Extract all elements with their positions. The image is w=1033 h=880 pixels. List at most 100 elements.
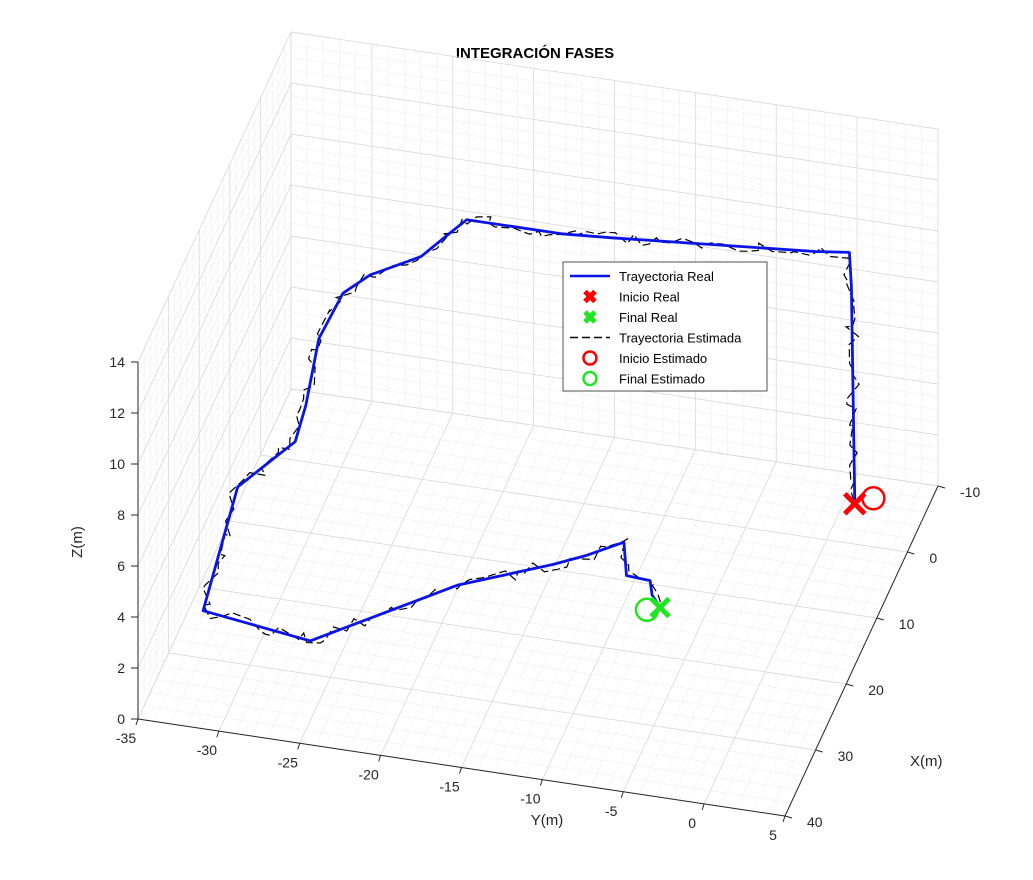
y-tick-label: -30 xyxy=(197,742,217,758)
floor-grid-line xyxy=(235,507,883,606)
sidewall-grid-line xyxy=(137,121,292,452)
backwall-grid-line xyxy=(290,57,939,155)
floor-grid-line xyxy=(671,468,826,800)
y-tick-label: -35 xyxy=(116,730,136,746)
floor-grid-line xyxy=(272,428,920,526)
tick-labels: -35 -30 -25 -20 -15 -10 -5 0 5 -10 0 10 20 30 40 0 2 4 6 8 1… xyxy=(109,354,980,843)
floor-grid-line xyxy=(168,652,816,751)
sidewall-grid-line xyxy=(137,210,292,541)
backwall-grid-line xyxy=(290,376,939,474)
floor-grid-line xyxy=(558,451,712,783)
floor-grid-line xyxy=(162,665,810,764)
legend-label: Trayectoria Real xyxy=(619,269,714,284)
floor-grid-line xyxy=(445,434,599,766)
x-axis-line xyxy=(784,485,939,817)
z-tick-label: 0 xyxy=(117,711,125,727)
series-group xyxy=(201,216,860,644)
y-tick-mark xyxy=(378,755,382,762)
floor-grid-line xyxy=(144,705,792,804)
sidewall-grid-line xyxy=(137,223,292,554)
legend-symbol-x-stroke xyxy=(583,310,597,324)
floor-grid-line xyxy=(703,473,858,805)
floor-grid-line xyxy=(412,430,567,761)
backwall-grid-line xyxy=(290,108,939,206)
x-tick-label: 30 xyxy=(838,748,854,764)
chart-title: INTEGRACIÓN FASES xyxy=(456,44,614,62)
x-axis-label: X(m) xyxy=(910,753,943,770)
backwall-grid-line xyxy=(290,197,939,295)
floor-grid-line xyxy=(428,432,583,763)
y-axis-label: Y(m) xyxy=(531,812,564,829)
legend-symbol-x-stroke xyxy=(583,289,597,304)
backwall-grid-line xyxy=(290,159,939,257)
legend-box xyxy=(562,261,768,392)
backwall-grid-line xyxy=(290,184,939,283)
floor-grid-line xyxy=(509,444,664,775)
floor-grid-line xyxy=(655,466,809,797)
floor-grid-line xyxy=(331,417,486,749)
floor-grid-line xyxy=(229,520,877,619)
sidewall-grid-line xyxy=(137,44,292,375)
floor-grid-line xyxy=(590,456,745,788)
floor-grid-line xyxy=(217,547,865,645)
floor-grid-line xyxy=(211,560,859,658)
floor-grid-line xyxy=(687,471,842,802)
marker-final-real xyxy=(649,596,671,619)
floor-grid-line xyxy=(248,481,896,579)
backwall-grid-line xyxy=(290,70,939,168)
floor-grid-line xyxy=(180,626,828,724)
legend-label: Inicio Estimado xyxy=(619,351,707,366)
sidewall-grid-line xyxy=(137,108,292,439)
floor-grid-line xyxy=(156,679,804,777)
legend-label: Final Estimado xyxy=(619,372,705,387)
y-tick-mark xyxy=(459,767,462,774)
floor-grid-line xyxy=(364,422,518,754)
sidewall-grid-line xyxy=(137,376,292,707)
floor-grid-line xyxy=(174,639,822,738)
sidewall-grid-line xyxy=(137,95,292,426)
floor-grid-line xyxy=(278,415,926,513)
marker-inicio-real xyxy=(842,491,867,516)
z-tick-label: 4 xyxy=(117,609,125,625)
sidewall-grid-line xyxy=(137,146,292,477)
backwall-grid-line xyxy=(290,363,939,461)
sidewall-grid-line xyxy=(137,184,292,516)
floor-grid-line xyxy=(348,420,502,751)
legend-symbol-x xyxy=(583,289,597,304)
floor-grid-line xyxy=(639,464,793,795)
floor-grid-line xyxy=(541,449,696,780)
x-tick-mark xyxy=(784,815,793,819)
sidewall-grid-line xyxy=(137,337,292,669)
backwall-grid-line xyxy=(290,146,939,244)
floor-grid-line xyxy=(606,459,761,790)
x-tick-mark xyxy=(907,551,915,555)
floor-grid-line xyxy=(380,425,535,756)
floor-grid-line xyxy=(218,400,373,732)
sidewall-grid-line xyxy=(137,286,292,618)
floor-grid-line xyxy=(199,586,847,685)
floor-grid-line xyxy=(396,427,551,758)
floor-grid-line xyxy=(205,573,853,672)
sidewall-grid-line xyxy=(137,235,292,567)
marker-final-real-stroke xyxy=(649,596,671,619)
backwall-grid-line xyxy=(290,44,939,142)
sidewall-grid-line xyxy=(137,261,292,592)
y-tick-mark xyxy=(539,779,543,786)
floor-grid-line xyxy=(477,439,631,771)
sidewall-grid-line xyxy=(137,31,292,363)
floor-grid-line xyxy=(186,613,834,711)
markers-group xyxy=(634,486,886,623)
y-tick-label: -5 xyxy=(605,803,618,819)
backwall-grid-line xyxy=(290,31,939,130)
floor-grid-line xyxy=(720,476,874,807)
floor-grid-line xyxy=(461,437,615,768)
z-tick-label: 8 xyxy=(117,507,125,523)
sidewall-grid-line xyxy=(137,82,292,414)
floor-grid-line xyxy=(266,441,914,540)
floor-grid-line xyxy=(525,447,680,778)
x-tick-label: 0 xyxy=(929,550,937,566)
floor-grid-line xyxy=(493,442,648,773)
z-tick-label: 2 xyxy=(117,660,125,676)
floor-grid-line xyxy=(250,405,405,737)
